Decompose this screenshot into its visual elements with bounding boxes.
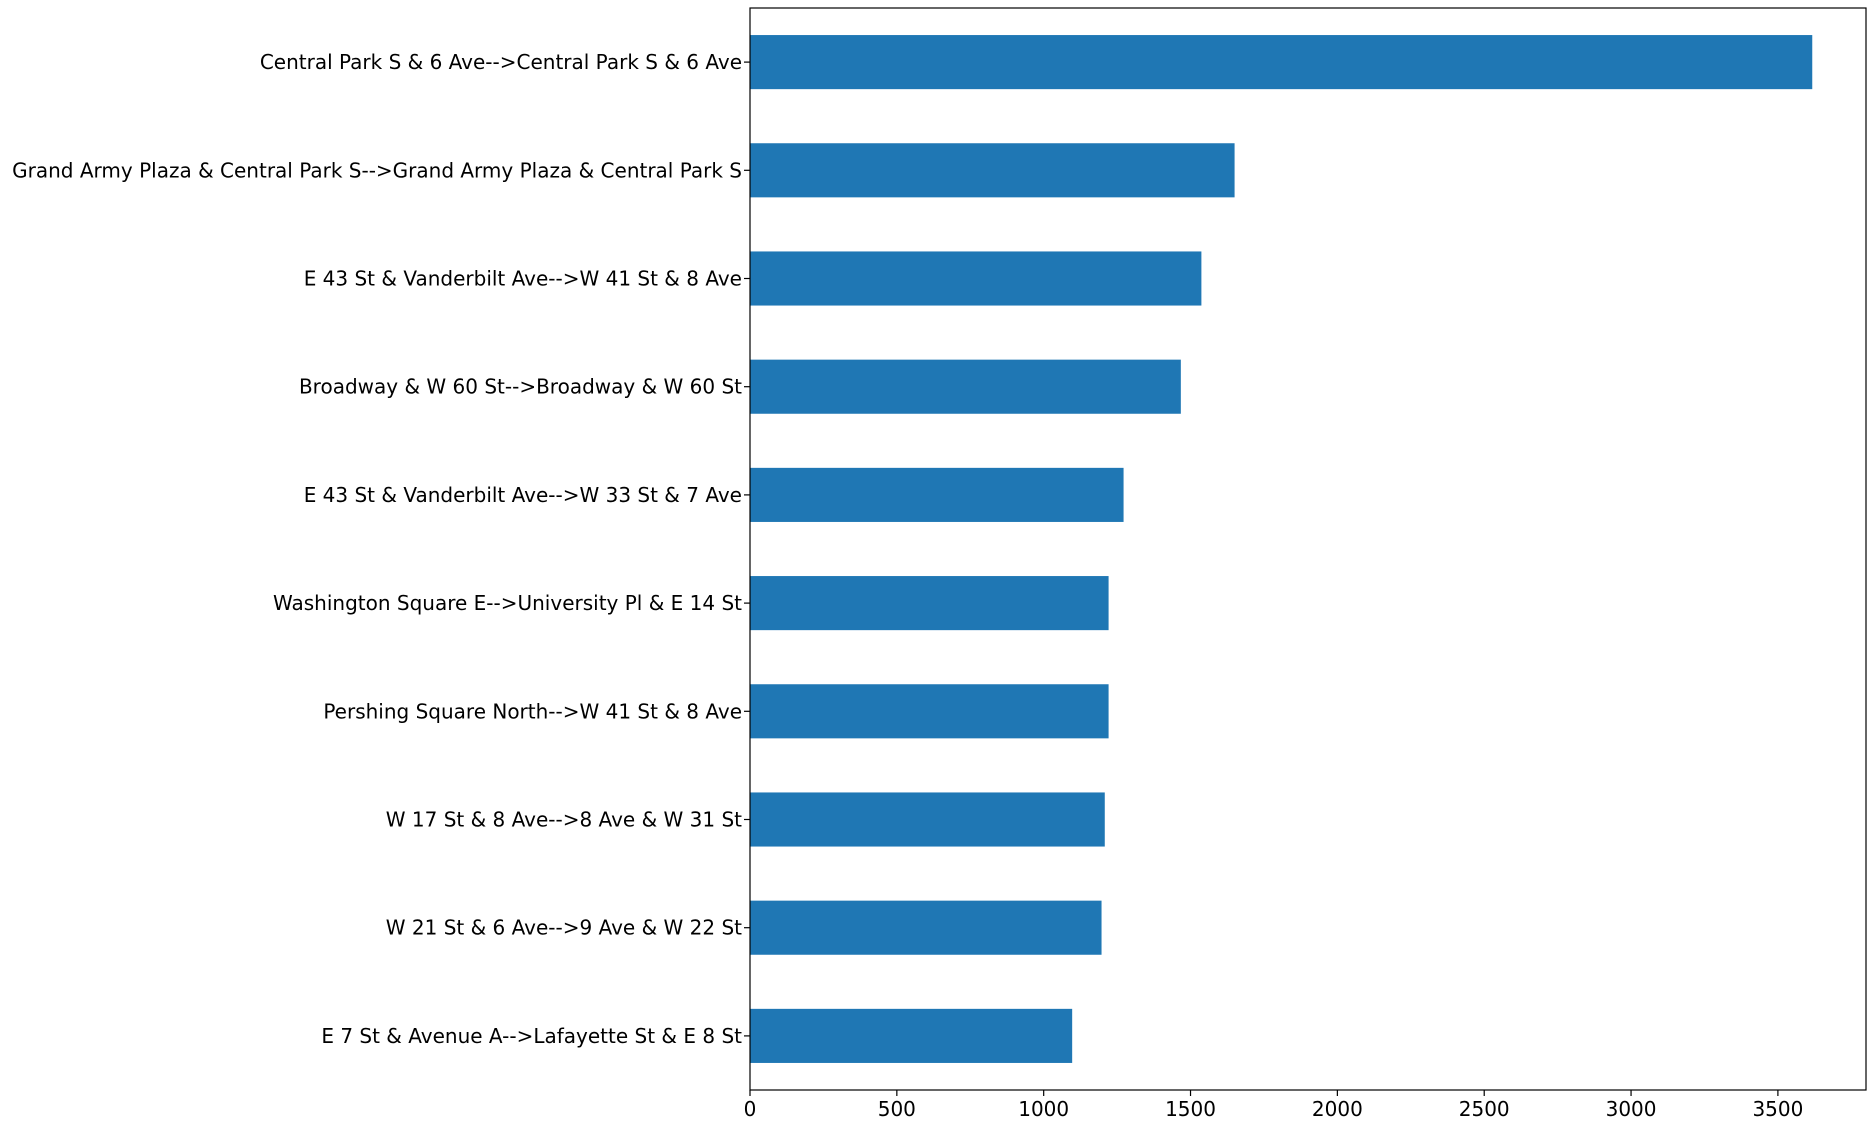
bar [750,467,1124,522]
category-label: E 43 St & Vanderbilt Ave-->W 33 St & 7 A… [304,483,742,507]
category-label: Broadway & W 60 St-->Broadway & W 60 St [299,375,742,399]
x-tick-label: 2000 [1312,1097,1363,1121]
x-tick-label: 1000 [1018,1097,1069,1121]
category-label: Washington Square E-->University Pl & E … [273,591,742,615]
category-label: E 7 St & Avenue A-->Lafayette St & E 8 S… [321,1024,742,1048]
bar [750,143,1235,198]
x-tick-label: 3000 [1606,1097,1657,1121]
category-label: W 17 St & 8 Ave-->8 Ave & W 31 St [386,808,742,832]
category-label: Grand Army Plaza & Central Park S-->Gran… [12,158,742,182]
bar [750,900,1102,955]
bar [750,576,1109,631]
x-axis-ticks: 0 500 1000 1500 2000 2500 3000 3500 [744,1090,1803,1121]
category-labels: Central Park S & 6 Ave-->Central Park S … [12,50,750,1048]
category-label: W 21 St & 6 Ave-->9 Ave & W 22 St [386,916,742,940]
bar [750,1008,1073,1063]
x-tick-label: 3500 [1752,1097,1803,1121]
bar [750,251,1202,306]
category-label: Central Park S & 6 Ave-->Central Park S … [260,50,742,74]
x-tick-label: 2500 [1459,1097,1510,1121]
bar [750,684,1109,739]
bar [750,792,1105,847]
x-tick-label: 500 [878,1097,916,1121]
category-label: E 43 St & Vanderbilt Ave-->W 41 St & 8 A… [304,267,742,291]
plot-frame [749,7,1867,1091]
category-label: Pershing Square North-->W 41 St & 8 Ave [323,699,742,723]
bar [750,359,1181,414]
bars-group [750,35,1813,1063]
x-tick-label: 1500 [1165,1097,1216,1121]
bar [750,35,1813,90]
x-tick-label: 0 [744,1097,757,1121]
